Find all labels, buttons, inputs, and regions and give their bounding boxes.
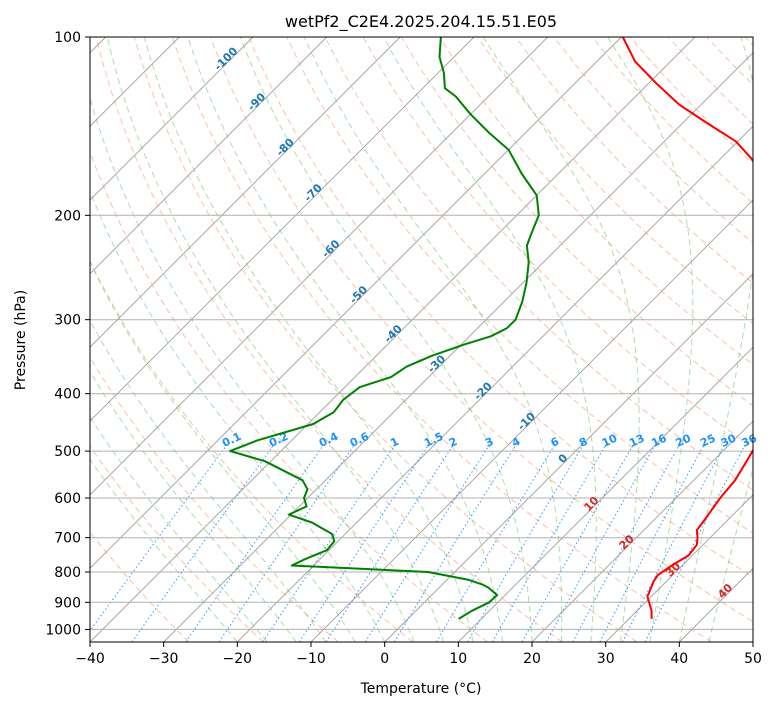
- mixing-ratio-line: [325, 445, 454, 642]
- moist-adiabat-line: [303, 37, 563, 642]
- mixing-ratio-line: [621, 445, 725, 642]
- x-axis-ticks: −40 −30 −20 −10 0 10 20 30 40 50: [75, 642, 762, 667]
- y-tick-label: 900: [54, 595, 81, 611]
- y-tick-label: 300: [54, 313, 81, 329]
- mixing-ratio-line: [435, 445, 555, 642]
- chart-title: wetPf2_C2E4.2025.204.15.51.E05: [285, 12, 557, 32]
- moist-adiabat-line: [90, 189, 386, 642]
- isotherm-line: [90, 37, 696, 642]
- profile-series: [229, 37, 753, 620]
- dry-adiabat-line: [248, 37, 753, 578]
- mixing-ratio-label: 20: [674, 431, 694, 449]
- moist-adiabat-line: [383, 37, 597, 642]
- mixing-ratio-label: 25: [698, 432, 717, 450]
- x-tick-label: −10: [296, 651, 326, 667]
- temperature-line: [621, 37, 753, 619]
- x-tick-label: 50: [744, 651, 762, 667]
- y-tick-label: 800: [54, 565, 81, 581]
- pressure-gridlines: [90, 37, 753, 630]
- x-tick-label: 10: [449, 651, 467, 667]
- moist-adiabat-lines: [90, 37, 753, 642]
- moist-adiabat-line: [187, 37, 503, 642]
- y-axis-label: Pressure (hPa): [13, 290, 29, 390]
- y-tick-label: 600: [54, 491, 81, 507]
- moist-adiabat-line: [678, 37, 753, 642]
- y-axis-ticks: 100 200 300 400 500 600 700 800 900 1000: [45, 30, 90, 638]
- dry-adiabat-lines: [90, 37, 753, 642]
- isotherm-line: [163, 52, 753, 642]
- dry-adiabat-line: [171, 37, 712, 642]
- mixing-ratio-line: [298, 445, 429, 642]
- moist-adiabat-line: [90, 260, 356, 642]
- isotherm-line: [90, 37, 401, 348]
- isotherm-line: [90, 37, 328, 275]
- y-tick-label: 100: [54, 30, 81, 46]
- moist-adiabat-line: [607, 37, 694, 642]
- dry-adiabat-line: [90, 445, 264, 642]
- mixing-ratio-line: [218, 445, 355, 642]
- x-tick-label: 0: [380, 651, 389, 667]
- moist-adiabat-line: [90, 370, 297, 642]
- mixing-ratio-line: [644, 445, 746, 642]
- y-tick-label: 1000: [45, 622, 81, 638]
- dry-adiabat-line: [515, 37, 753, 284]
- moist-adiabat-line: [90, 96, 415, 642]
- mixing-ratio-label: 16: [649, 431, 669, 449]
- dewpoint-line: [229, 37, 540, 620]
- moist-adiabat-line: [239, 37, 533, 642]
- dry-adiabat-line: [95, 37, 563, 642]
- isotherm-line: [236, 125, 753, 642]
- dry-adiabat-line: [90, 356, 339, 642]
- mixing-ratio-label: 30: [719, 431, 739, 449]
- moist-adiabat-line: [90, 319, 327, 642]
- x-tick-label: 30: [597, 651, 615, 667]
- x-tick-label: −20: [223, 651, 253, 667]
- y-tick-label: 200: [54, 208, 81, 224]
- plot-area: [90, 37, 753, 642]
- y-tick-label: 400: [54, 387, 81, 403]
- isotherm-line: [384, 273, 753, 642]
- plot-frame: [89, 36, 754, 643]
- x-tick-label: −40: [75, 651, 105, 667]
- isotherm-line: [90, 37, 622, 569]
- moist-adiabat-line: [90, 458, 238, 642]
- isotherm-line: [90, 37, 254, 201]
- isotherm-line: [531, 420, 753, 642]
- isotherm-line: [90, 37, 475, 422]
- mixing-ratio-line: [467, 445, 584, 642]
- x-tick-label: −30: [149, 651, 179, 667]
- mixing-ratio-line: [185, 445, 324, 642]
- mixing-ratio-label: 13: [627, 432, 646, 450]
- x-tick-label: 40: [670, 651, 688, 667]
- dry-adiabat-line: [286, 37, 753, 534]
- isotherm-line: [90, 37, 549, 496]
- moist-adiabat-line: [90, 416, 268, 642]
- mixing-ratio-line: [521, 445, 633, 642]
- mixing-ratio-line: [545, 445, 656, 642]
- moist-adiabat-line: [143, 37, 474, 642]
- dry-adiabat-line: [210, 37, 753, 623]
- mixing-ratio-line: [262, 445, 395, 642]
- isotherm-line: [605, 494, 753, 642]
- moist-adiabat-line: [708, 466, 753, 642]
- x-tick-label: 20: [523, 651, 541, 667]
- mixing-ratio-label: 36: [740, 431, 760, 449]
- x-axis-label: Temperature (°C): [360, 681, 482, 697]
- mixing-ratio-line: [131, 445, 274, 642]
- dry-adiabat-line: [133, 37, 638, 642]
- mixing-ratio-line: [364, 445, 490, 642]
- dry-adiabat-line: [90, 259, 414, 642]
- y-tick-label: 500: [54, 444, 81, 460]
- moist-adiabat-line: [482, 37, 640, 642]
- mixing-ratio-line: [393, 445, 516, 642]
- mixing-ratio-lines: [90, 445, 746, 642]
- moist-adiabat-line: [106, 37, 445, 642]
- mixing-ratio-label: 10: [600, 431, 620, 449]
- y-tick-label: 700: [54, 531, 81, 547]
